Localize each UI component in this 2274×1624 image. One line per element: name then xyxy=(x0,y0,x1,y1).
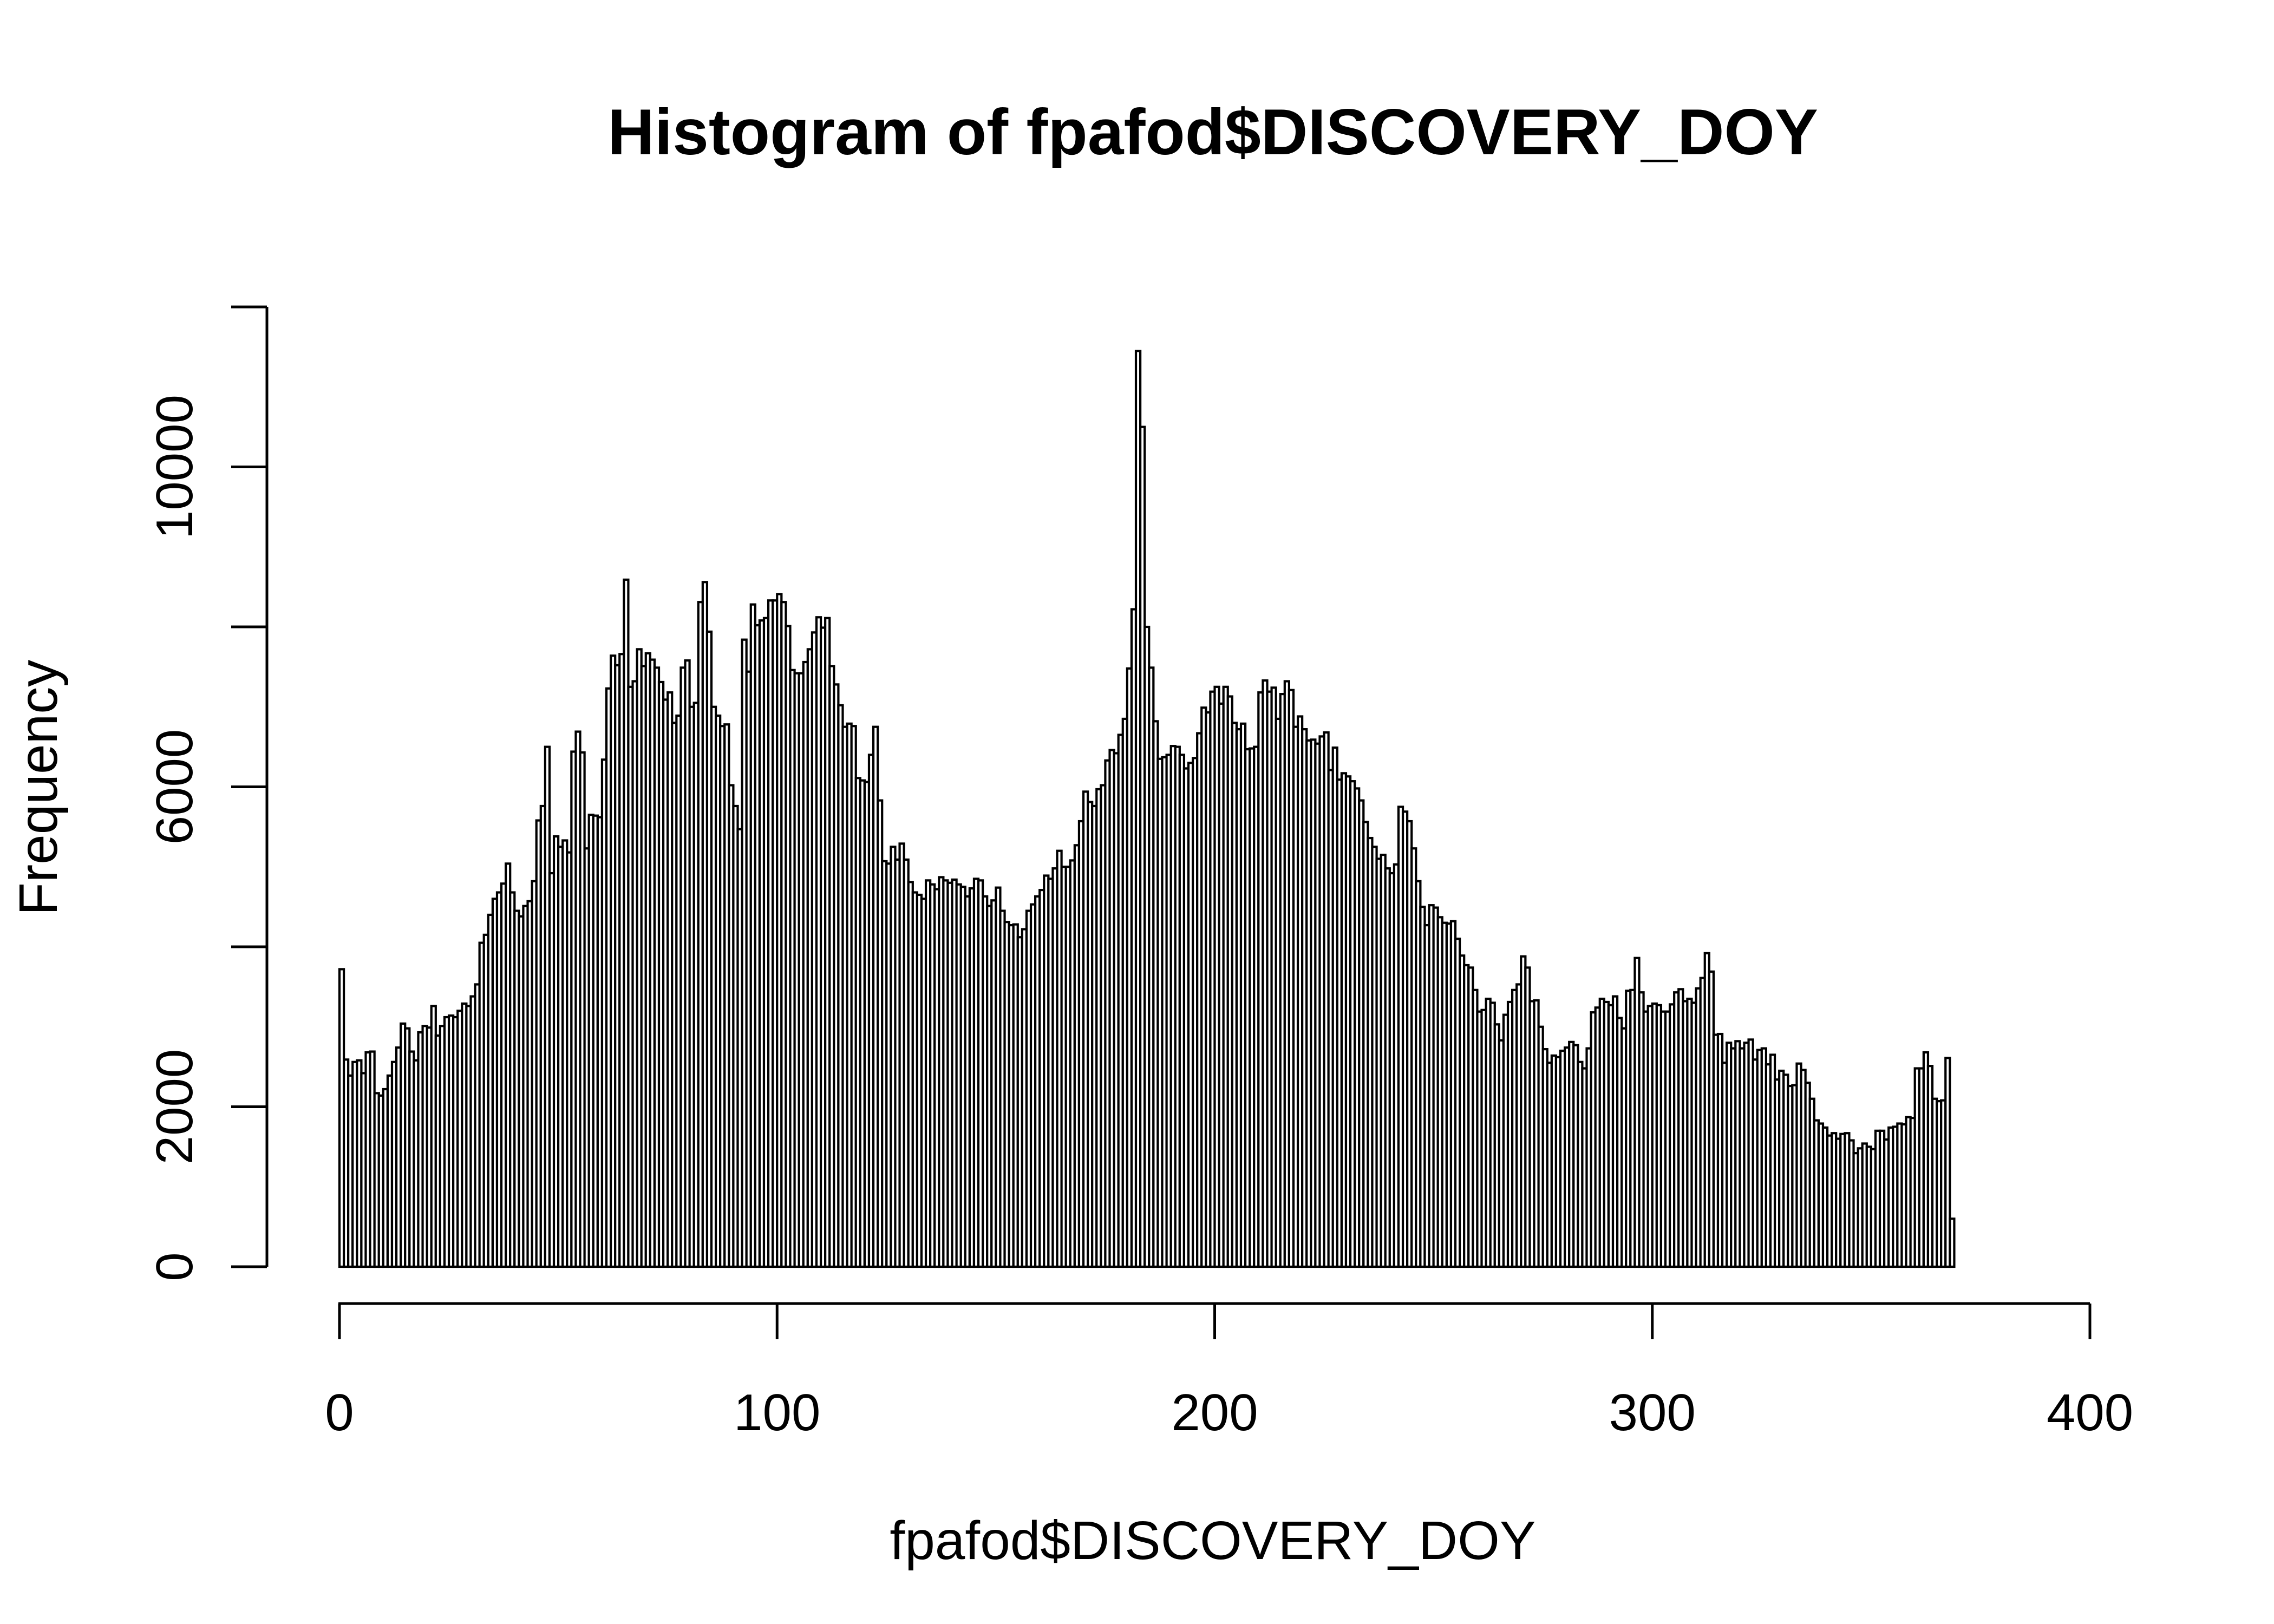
x-tick-label: 400 xyxy=(2047,1384,2133,1442)
x-tick-label: 300 xyxy=(1609,1384,1696,1442)
x-tick-label: 200 xyxy=(1171,1384,1258,1442)
chart-title: Histogram of fpafod$DISCOVERY_DOY xyxy=(607,96,1818,168)
y-tick-label: 0 xyxy=(146,1252,204,1281)
histogram-bars xyxy=(338,350,1956,1268)
y-tick-label: 6000 xyxy=(146,729,204,845)
y-tick-label: 10000 xyxy=(146,395,204,539)
y-axis-label: Frequency xyxy=(8,660,69,915)
histogram-bar xyxy=(1944,1057,1951,1268)
x-axis-ticks: 0 100 200 300 400 xyxy=(325,1304,2133,1442)
x-tick-label: 100 xyxy=(734,1384,820,1442)
x-axis-label: fpafod$DISCOVERY_DOY xyxy=(890,1510,1535,1571)
histogram-bar xyxy=(1949,1217,1956,1268)
y-tick-label: 2000 xyxy=(146,1049,204,1165)
y-axis-ticks: 0 2000 6000 10000 xyxy=(146,305,267,1281)
x-tick-label: 0 xyxy=(325,1384,354,1442)
